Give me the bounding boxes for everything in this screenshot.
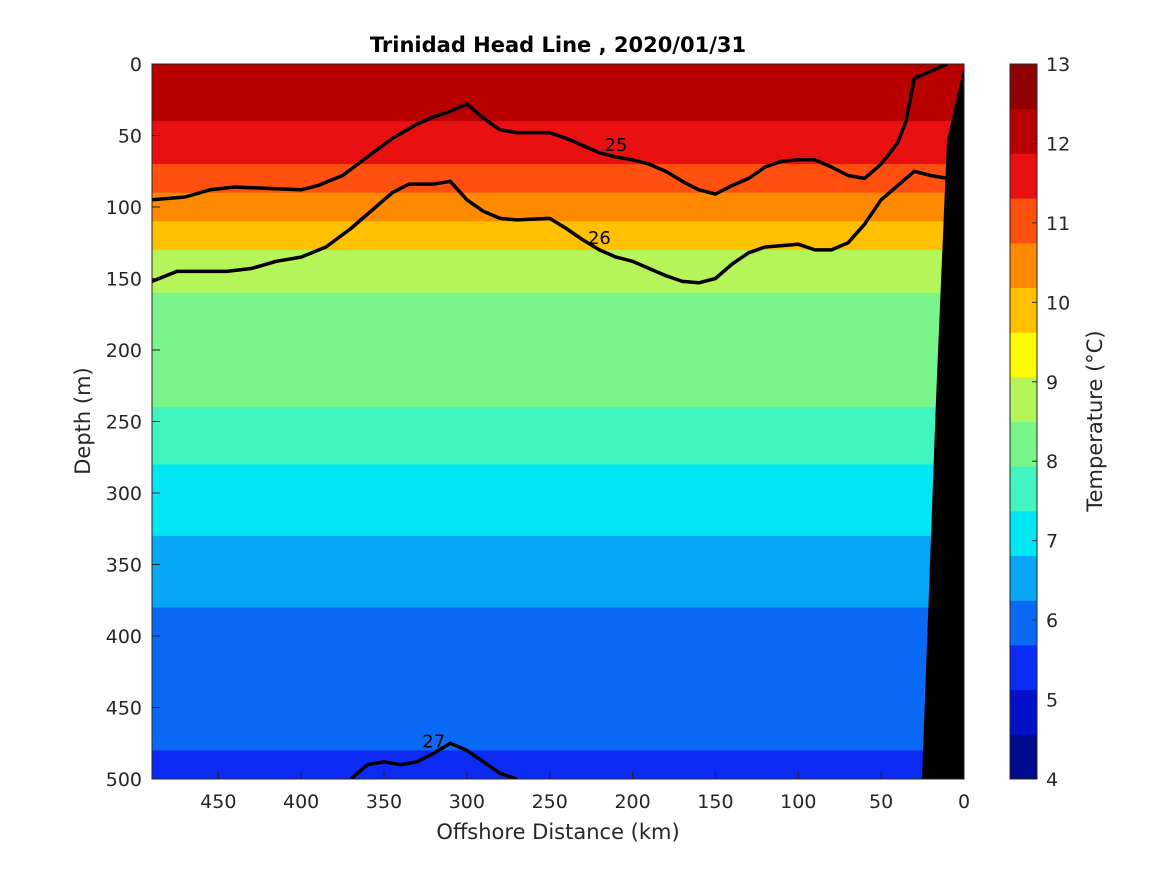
temperature-band [152,407,964,465]
colorbar-swatch [1010,108,1037,154]
x-axis-label: Offshore Distance (km) [436,820,679,844]
colorbar-swatch [1010,242,1037,288]
x-tick-label: 100 [780,791,816,813]
y-tick-label: 100 [106,197,142,219]
temperature-band [152,750,964,779]
colorbar-tick-label: 13 [1046,54,1070,76]
x-tick-label: 150 [697,791,733,813]
colorbar-tick-label: 6 [1046,610,1058,632]
x-tick-label: 200 [614,791,650,813]
temperature-field [152,64,964,779]
y-tick-label: 50 [118,126,142,148]
colorbar-tick-label: 5 [1046,690,1058,712]
colorbar-swatch [1010,64,1037,110]
isopycnal-label: 26 [588,228,611,249]
x-tick-label: 0 [958,791,970,813]
temperature-band [152,678,964,751]
isopycnal-lines [152,64,949,779]
colorbar-swatch [1010,421,1037,467]
colorbar-ticks: 4 5 6 7 8 9 10 11 12 13 [1032,54,1070,791]
colorbar-tick-label: 12 [1046,133,1070,155]
colorbar [1010,64,1037,780]
isopycnal-label: 27 [422,731,445,752]
colorbar-swatch [1010,332,1037,378]
colorbar-label: Temperature (°C) [1083,330,1107,512]
colorbar-frame [1009,63,1038,780]
temperature-band [152,292,964,351]
temperature-band [152,464,964,537]
colorbar-tick-label: 10 [1046,292,1070,314]
colorbar-swatch [1010,689,1037,735]
colorbar-tick-label: 9 [1046,372,1058,394]
temperature-band [152,64,964,122]
colorbar-tick-label: 11 [1046,213,1070,235]
colorbar-swatch [1010,153,1037,199]
colorbar-swatch [1010,555,1037,601]
y-tick-label: 200 [106,340,142,362]
colorbar-swatch [1010,734,1037,780]
y-axis-ticks: 0 50 100 150 200 250 300 350 400 450 500 [106,54,160,791]
x-axis-ticks: 450 400 350 300 250 200 150 100 50 0 [200,771,970,813]
temperature-band [152,607,964,680]
x-tick-label: 400 [283,791,319,813]
x-tick-label: 300 [449,791,485,813]
x-tick-label: 350 [366,791,402,813]
y-tick-label: 500 [106,769,142,791]
y-tick-label: 150 [106,269,142,291]
colorbar-swatch [1010,198,1037,244]
y-tick-label: 250 [106,412,142,434]
y-tick-label: 400 [106,626,142,648]
temperature-band [152,249,964,294]
chart-title: Trinidad Head Line , 2020/01/31 [370,33,746,57]
shelf-bathymetry [922,66,964,779]
temperature-band [152,535,964,608]
temperature-band [152,121,964,165]
colorbar-tick-label: 7 [1046,531,1058,553]
y-tick-label: 350 [106,555,142,577]
isopycnal-labels: 25 26 27 [422,135,627,752]
isopycnal-25 [152,64,949,202]
colorbar-swatch [1010,510,1037,557]
isopycnal-label: 25 [605,135,628,156]
plot-area [152,64,964,779]
colorbar-swatch [1010,600,1037,646]
temperature-band [152,350,964,408]
x-tick-label: 450 [200,791,236,813]
colorbar-tick-label: 8 [1046,451,1058,473]
x-tick-label: 250 [532,791,568,813]
colorbar-swatch [1010,376,1037,422]
isopycnal-26 [152,169,948,285]
colorbar-tick-label: 4 [1046,769,1058,791]
y-tick-label: 450 [106,698,142,720]
isopycnal-27 [349,741,518,779]
x-tick-label: 50 [869,791,893,813]
y-axis-label: Depth (m) [71,367,95,474]
temperature-band [152,221,964,251]
y-tick-label: 300 [106,483,142,505]
temperature-band [152,192,964,222]
y-tick-label: 0 [130,54,142,76]
colorbar-swatch [1010,466,1037,512]
colorbar-swatch [1010,644,1037,691]
colorbar-swatch [1010,287,1037,333]
